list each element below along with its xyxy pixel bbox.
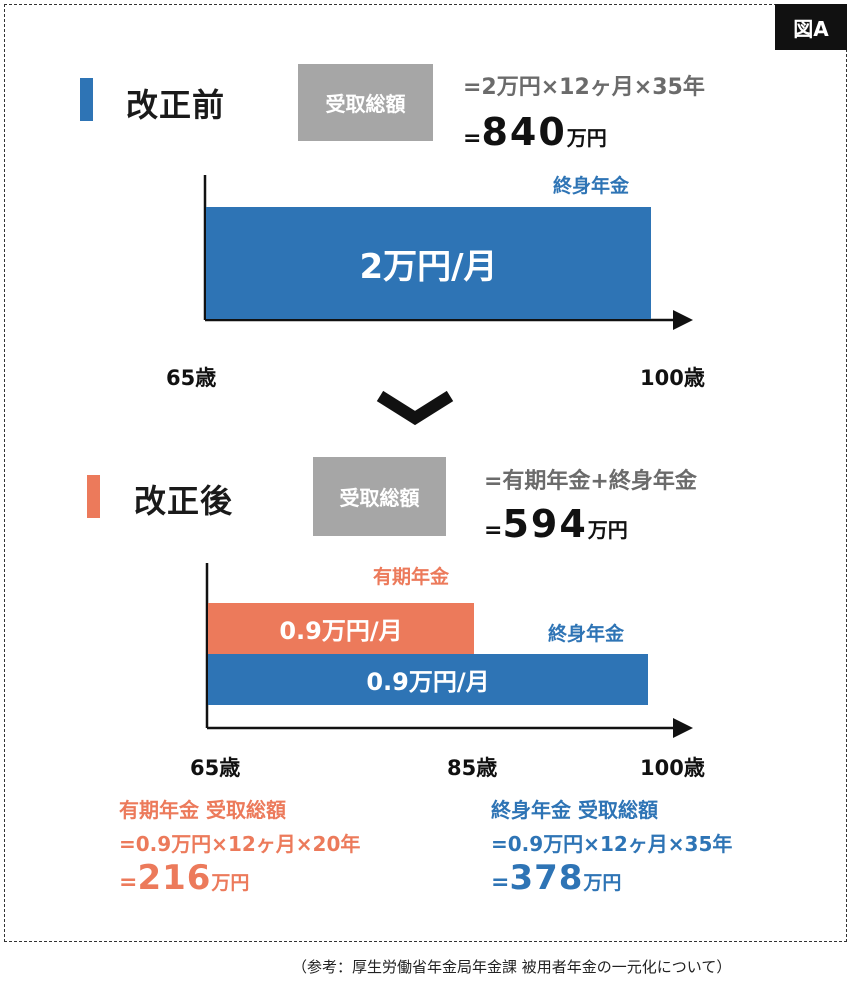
after-total-box: 受取総額 [313, 457, 446, 536]
source-note: （参考：厚生労働省年金局年金課 被用者年金の一元化について） [292, 958, 732, 976]
after-lifetime-label: 終身年金 [548, 623, 625, 645]
lifetime-total-unit: 万円 [583, 872, 622, 894]
before-lifetime-bar-text: 2万円/月 [359, 246, 498, 287]
after-tick-100: 100歳 [640, 756, 705, 780]
before-lifetime-label: 終身年金 [553, 175, 630, 197]
lifetime-total-eq: = [491, 870, 510, 895]
before-lifetime-bar: 2万円/月 [206, 207, 651, 319]
after-total: =594万円 [484, 502, 628, 546]
fixed-term-total-value: 216 [137, 858, 212, 898]
after-total-eq: = [484, 518, 503, 543]
fixed-term-summary-formula: =0.9万円×12ヶ月×20年 [119, 832, 361, 856]
after-lifetime-bar-text: 0.9万円/月 [366, 668, 490, 696]
after-total-value: 594 [502, 502, 588, 546]
after-fixed-term-bar-text: 0.9万円/月 [279, 617, 403, 645]
before-tick-65: 65歳 [166, 366, 217, 390]
before-section-marker [80, 78, 93, 121]
chevron-down-icon [376, 390, 454, 426]
lifetime-summary-title: 終身年金 受取総額 [491, 798, 658, 822]
before-total-unit: 万円 [566, 126, 607, 150]
fixed-term-summary-title: 有期年金 受取総額 [119, 798, 286, 822]
figure-frame [4, 4, 847, 942]
before-tick-100: 100歳 [640, 366, 705, 390]
before-total-value: 840 [481, 110, 567, 154]
after-title: 改正後 [134, 482, 234, 520]
after-fixed-term-bar: 0.9万円/月 [208, 603, 474, 654]
before-formula: =2万円×12ヶ月×35年 [463, 75, 705, 100]
lifetime-summary-total: =378万円 [491, 858, 621, 898]
after-tick-65: 65歳 [190, 756, 241, 780]
before-title: 改正前 [126, 86, 226, 124]
figure-label: 図A [775, 4, 847, 50]
before-total-box: 受取総額 [298, 64, 433, 141]
before-total-eq: = [463, 126, 482, 151]
fixed-term-summary-total: =216万円 [119, 858, 249, 898]
after-total-unit: 万円 [587, 518, 628, 542]
fixed-term-total-eq: = [119, 870, 138, 895]
before-chart-axes [203, 175, 693, 330]
after-formula: =有期年金+終身年金 [484, 469, 697, 494]
after-lifetime-bar: 0.9万円/月 [208, 654, 648, 705]
lifetime-total-value: 378 [509, 858, 584, 898]
fixed-term-total-unit: 万円 [211, 872, 250, 894]
before-total: =840万円 [463, 110, 607, 154]
after-tick-85: 85歳 [447, 756, 498, 780]
lifetime-summary-formula: =0.9万円×12ヶ月×35年 [491, 832, 733, 856]
after-chart-axes [205, 563, 693, 738]
after-fixed-term-label: 有期年金 [373, 566, 450, 588]
after-section-marker [87, 475, 100, 518]
